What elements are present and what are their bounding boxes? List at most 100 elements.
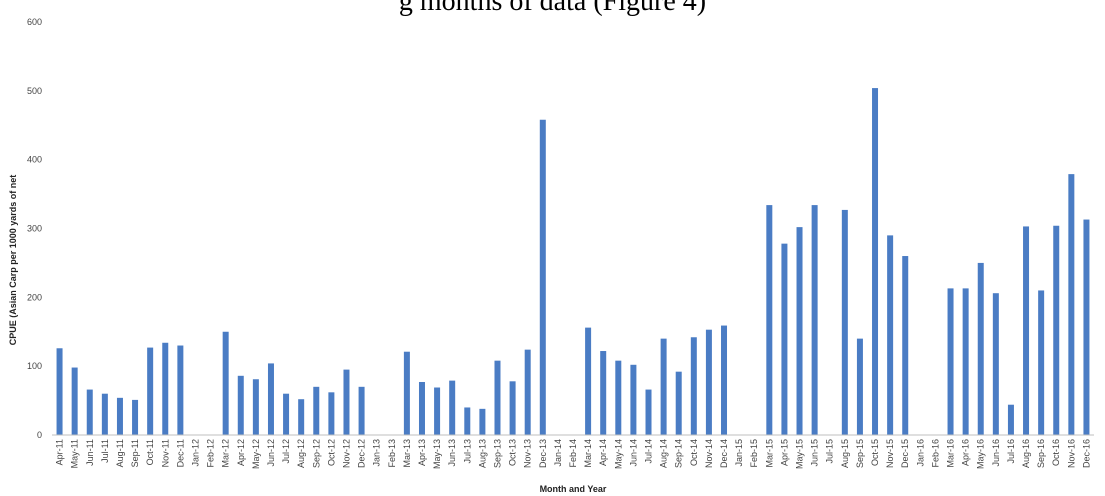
x-tick-label: Jul-14	[644, 439, 654, 464]
x-tick-label: Oct-13	[508, 439, 518, 466]
bar-sep-13	[494, 360, 501, 435]
x-tick-label: May-14	[613, 439, 623, 469]
x-tick-label: Oct-11	[145, 439, 155, 465]
bar-jul-11	[101, 393, 108, 435]
x-tick-label: May-13	[432, 439, 442, 469]
x-tick-label: Dec-11	[175, 439, 185, 467]
bar-may-13	[434, 387, 441, 435]
x-tick-label: May-15	[795, 439, 805, 469]
x-tick-label: Jan-13	[372, 439, 382, 467]
x-tick-label: Jun-14	[628, 439, 638, 467]
bar-nov-11	[162, 342, 169, 435]
x-tick-label: Jul-11	[100, 439, 110, 463]
y-tick-label: 100	[27, 361, 42, 371]
x-tick-label: Jun-15	[810, 439, 820, 467]
bar-sep-16	[1038, 290, 1045, 435]
bar-dec-11	[177, 345, 184, 435]
bar-dec-16	[1083, 219, 1090, 435]
bar-jun-14	[630, 364, 637, 435]
x-tick-label: Jul-12	[281, 439, 291, 464]
y-tick-label: 600	[27, 17, 42, 27]
x-tick-label: Jun-13	[447, 439, 457, 467]
bar-apr-12	[237, 375, 244, 435]
bar-sep-11	[132, 399, 139, 435]
x-tick-label: May-11	[70, 439, 80, 468]
bar-may-11	[71, 367, 78, 435]
x-tick-label: Feb-13	[387, 439, 397, 468]
bar-sep-15	[856, 338, 863, 435]
x-tick-label: Jan-14	[553, 439, 563, 467]
bar-apr-13	[418, 381, 425, 435]
x-axis-ticks: Apr-11 May-11 Jun-11 Jul-11 Aug-11 Sep-11 Oct-…	[55, 439, 1092, 469]
x-tick-label: Feb-14	[568, 439, 578, 468]
x-tick-label: Apr-14	[598, 439, 608, 466]
y-tick-label: 200	[27, 292, 42, 302]
x-tick-label: Feb-12	[206, 439, 216, 468]
x-tick-label: Sep-11	[130, 439, 140, 467]
x-tick-label: Oct-15	[870, 439, 880, 466]
x-tick-label: Dec-13	[538, 439, 548, 468]
bar-oct-13	[509, 381, 516, 435]
bar-dec-13	[539, 119, 546, 435]
x-tick-label: Nov-14	[704, 439, 714, 468]
x-tick-label: Aug-12	[296, 439, 306, 468]
x-tick-label: Jul-13	[462, 439, 472, 464]
bar-may-16	[977, 262, 984, 435]
bar-aug-16	[1023, 226, 1030, 435]
x-tick-label: Oct-12	[326, 439, 336, 466]
x-tick-label: Jul-15	[825, 439, 835, 464]
x-tick-label: Aug-15	[840, 439, 850, 468]
x-tick-label: Jan-16	[915, 439, 925, 467]
x-axis-title: Month and Year	[540, 484, 607, 494]
x-tick-label: Dec-16	[1081, 439, 1091, 468]
page-caption: g months of data (Figure 4)	[0, 0, 1105, 28]
bar-jul-14	[645, 389, 652, 435]
x-tick-label: Apr-12	[236, 439, 246, 466]
x-tick-label: Apr-16	[961, 439, 971, 466]
bar-jun-13	[449, 380, 456, 435]
x-tick-label: Sep-15	[855, 439, 865, 468]
bar-aug-11	[116, 397, 123, 435]
bar-nov-14	[705, 329, 712, 435]
page-caption-text: g months of data (Figure 4)	[398, 0, 707, 17]
x-tick-label: Nov-16	[1066, 439, 1076, 468]
bar-aug-14	[660, 338, 667, 435]
bar-nov-13	[524, 349, 531, 435]
y-tick-label: 0	[37, 430, 42, 440]
x-tick-label: Mar-16	[946, 439, 956, 468]
bar-sep-14	[675, 371, 682, 435]
bar-mar-13	[403, 351, 410, 435]
bar-aug-13	[479, 408, 486, 435]
bar-oct-15	[872, 88, 879, 435]
x-tick-label: Sep-16	[1036, 439, 1046, 468]
bar-oct-16	[1053, 225, 1060, 435]
bar-dec-15	[902, 256, 909, 435]
bar-apr-15	[781, 243, 788, 435]
bar-nov-15	[887, 235, 894, 435]
bar-jun-11	[86, 389, 93, 435]
x-tick-label: Apr-11	[55, 439, 65, 465]
x-tick-label: Oct-16	[1051, 439, 1061, 466]
x-tick-label: Sep-13	[492, 439, 502, 468]
x-tick-label: Dec-14	[719, 439, 729, 468]
bars	[56, 88, 1090, 435]
bar-jun-16	[992, 293, 999, 435]
x-tick-label: Feb-15	[749, 439, 759, 468]
bar-dec-14	[721, 325, 728, 435]
bar-apr-16	[962, 288, 969, 435]
bar-mar-12	[222, 331, 229, 435]
y-tick-label: 300	[27, 224, 42, 234]
x-tick-label: Aug-13	[477, 439, 487, 468]
bar-jul-12	[283, 393, 290, 435]
bar-nov-12	[343, 369, 350, 435]
bar-oct-12	[328, 392, 335, 435]
bar-apr-14	[600, 351, 607, 435]
x-tick-label: Jan-15	[734, 439, 744, 467]
bar-aug-12	[298, 399, 305, 435]
bar-jul-16	[1007, 404, 1014, 435]
x-tick-label: Mar-12	[221, 439, 231, 468]
bar-may-14	[615, 360, 622, 435]
x-tick-label: Jun-12	[266, 439, 276, 467]
x-tick-label: Aug-11	[115, 439, 125, 467]
